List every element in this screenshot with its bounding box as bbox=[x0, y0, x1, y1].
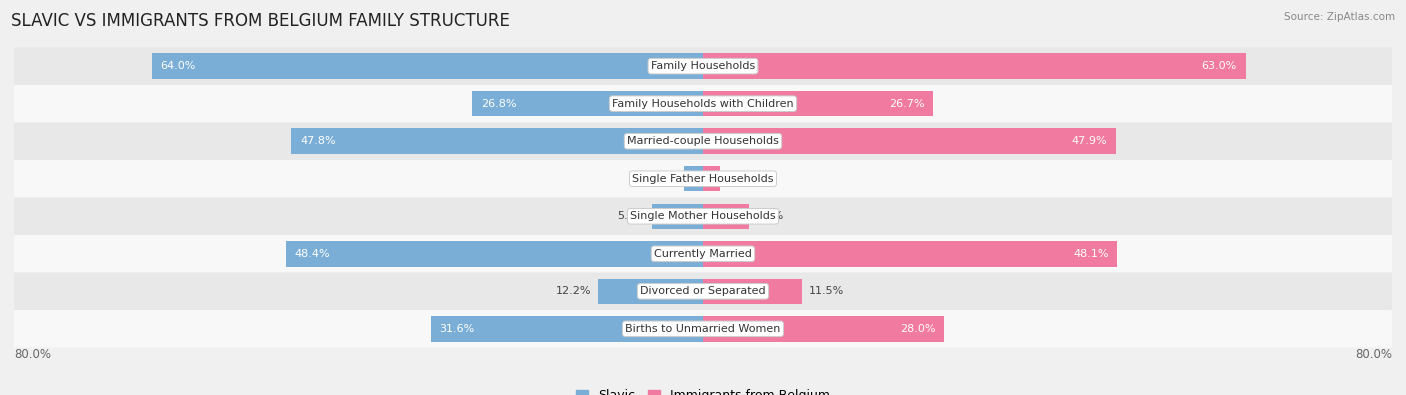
Text: 26.7%: 26.7% bbox=[889, 99, 924, 109]
Text: Family Households: Family Households bbox=[651, 61, 755, 71]
Text: 31.6%: 31.6% bbox=[440, 324, 475, 334]
Bar bbox=[598, 278, 703, 304]
Bar bbox=[291, 128, 703, 154]
Bar bbox=[703, 53, 1246, 79]
Bar bbox=[703, 278, 801, 304]
Text: 48.4%: 48.4% bbox=[295, 249, 330, 259]
Text: Currently Married: Currently Married bbox=[654, 249, 752, 259]
Bar bbox=[703, 91, 934, 117]
Text: Married-couple Households: Married-couple Households bbox=[627, 136, 779, 146]
Text: 5.9%: 5.9% bbox=[617, 211, 645, 221]
Text: 80.0%: 80.0% bbox=[1355, 348, 1392, 361]
Text: Births to Unmarried Women: Births to Unmarried Women bbox=[626, 324, 780, 334]
Bar bbox=[287, 241, 703, 267]
Bar bbox=[703, 241, 1118, 267]
FancyBboxPatch shape bbox=[14, 198, 1392, 235]
Text: 47.8%: 47.8% bbox=[299, 136, 336, 146]
Text: Single Father Households: Single Father Households bbox=[633, 174, 773, 184]
Text: 64.0%: 64.0% bbox=[160, 61, 195, 71]
Bar bbox=[152, 53, 703, 79]
FancyBboxPatch shape bbox=[14, 122, 1392, 160]
Bar bbox=[430, 316, 703, 342]
Text: Divorced or Separated: Divorced or Separated bbox=[640, 286, 766, 296]
Legend: Slavic, Immigrants from Belgium: Slavic, Immigrants from Belgium bbox=[571, 384, 835, 395]
FancyBboxPatch shape bbox=[14, 47, 1392, 85]
Bar bbox=[703, 203, 748, 229]
Text: Family Households with Children: Family Households with Children bbox=[612, 99, 794, 109]
Text: Source: ZipAtlas.com: Source: ZipAtlas.com bbox=[1284, 12, 1395, 22]
Bar bbox=[685, 166, 703, 192]
Text: 11.5%: 11.5% bbox=[808, 286, 844, 296]
Text: Single Mother Households: Single Mother Households bbox=[630, 211, 776, 221]
Text: 12.2%: 12.2% bbox=[555, 286, 591, 296]
Text: 63.0%: 63.0% bbox=[1202, 61, 1237, 71]
FancyBboxPatch shape bbox=[14, 273, 1392, 310]
Text: 2.0%: 2.0% bbox=[727, 174, 755, 184]
Text: 28.0%: 28.0% bbox=[900, 324, 935, 334]
FancyBboxPatch shape bbox=[14, 310, 1392, 348]
Text: 5.3%: 5.3% bbox=[755, 211, 783, 221]
FancyBboxPatch shape bbox=[14, 85, 1392, 122]
Text: 80.0%: 80.0% bbox=[14, 348, 51, 361]
FancyBboxPatch shape bbox=[14, 160, 1392, 198]
Bar bbox=[703, 316, 945, 342]
Bar bbox=[703, 128, 1115, 154]
Text: 2.2%: 2.2% bbox=[648, 174, 678, 184]
Text: 48.1%: 48.1% bbox=[1073, 249, 1108, 259]
Bar bbox=[703, 166, 720, 192]
FancyBboxPatch shape bbox=[14, 235, 1392, 273]
Text: SLAVIC VS IMMIGRANTS FROM BELGIUM FAMILY STRUCTURE: SLAVIC VS IMMIGRANTS FROM BELGIUM FAMILY… bbox=[11, 12, 510, 30]
Bar bbox=[652, 203, 703, 229]
Text: 47.9%: 47.9% bbox=[1071, 136, 1107, 146]
Bar bbox=[472, 91, 703, 117]
Text: 26.8%: 26.8% bbox=[481, 99, 516, 109]
